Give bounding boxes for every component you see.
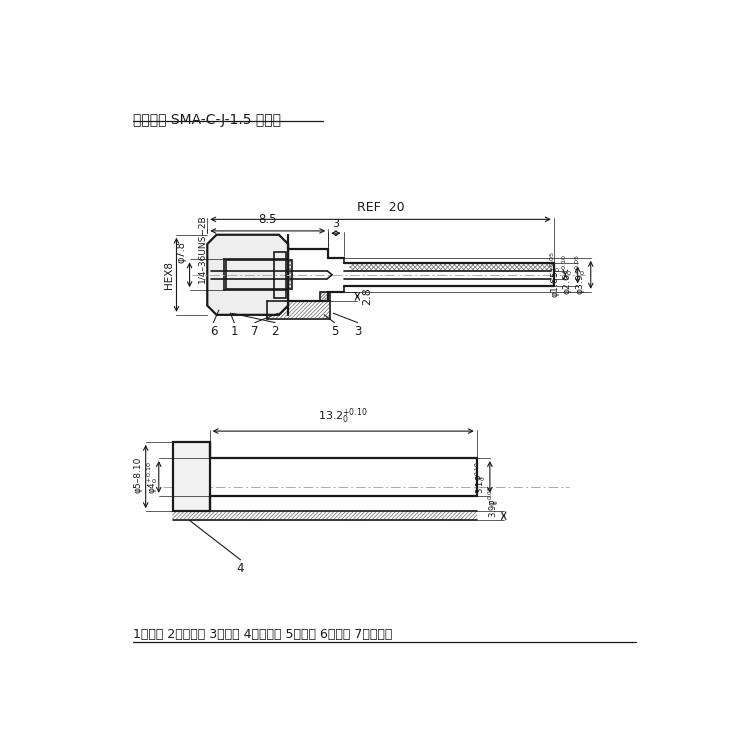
- Text: φ5–8.10: φ5–8.10: [134, 457, 142, 494]
- Text: 3: 3: [332, 219, 339, 230]
- Bar: [226, 260, 292, 290]
- Text: φ: φ: [487, 500, 496, 505]
- Text: 7: 7: [251, 325, 259, 338]
- Text: 2: 2: [272, 325, 279, 338]
- Text: φ7.8: φ7.8: [177, 241, 187, 262]
- Bar: [172, 442, 209, 512]
- Text: HEX8: HEX8: [164, 261, 174, 289]
- Text: 2.8: 2.8: [362, 287, 372, 305]
- Text: 吉孚射频 SMA-C-J-1.5 开窗型: 吉孚射频 SMA-C-J-1.5 开窗型: [133, 113, 280, 127]
- Text: REF  20: REF 20: [357, 201, 404, 214]
- Text: 8.5: 8.5: [259, 213, 277, 226]
- Text: 1: 1: [230, 325, 238, 338]
- Text: 5: 5: [331, 325, 338, 338]
- Text: 3.1$^{+0.10}_{0}$: 3.1$^{+0.10}_{0}$: [472, 460, 488, 494]
- Polygon shape: [207, 235, 288, 315]
- Text: φ4$^{+0.10}_{0}$: φ4$^{+0.10}_{0}$: [146, 461, 160, 494]
- Text: 3: 3: [354, 325, 361, 338]
- Text: 4: 4: [237, 562, 244, 575]
- Text: 1/4–36UNS−2B: 1/4–36UNS−2B: [197, 214, 206, 284]
- Bar: [320, 292, 330, 301]
- Text: φ1.65$^{+0.05}_{0}$: φ1.65$^{+0.05}_{0}$: [548, 251, 563, 298]
- Text: 6: 6: [210, 325, 218, 338]
- Text: φ3.9$^{+0.05}_{0}$: φ3.9$^{+0.05}_{0}$: [574, 254, 589, 296]
- Bar: [274, 252, 286, 298]
- Text: 13.2$^{+0.10}_{0}$: 13.2$^{+0.10}_{0}$: [319, 407, 368, 427]
- Text: φ2.6$^{+0.10}_{0}$: φ2.6$^{+0.10}_{0}$: [560, 254, 575, 296]
- Text: 1、插针 2、绝缘子 3、外壳 4、压接管 5、卡环 6、螺套 7、密封圈: 1、插针 2、绝缘子 3、外壳 4、压接管 5、卡环 6、螺套 7、密封圈: [133, 628, 392, 640]
- Text: 3.9$^{-0.05}_{0}$: 3.9$^{-0.05}_{0}$: [487, 485, 502, 518]
- Text: φ: φ: [473, 475, 482, 480]
